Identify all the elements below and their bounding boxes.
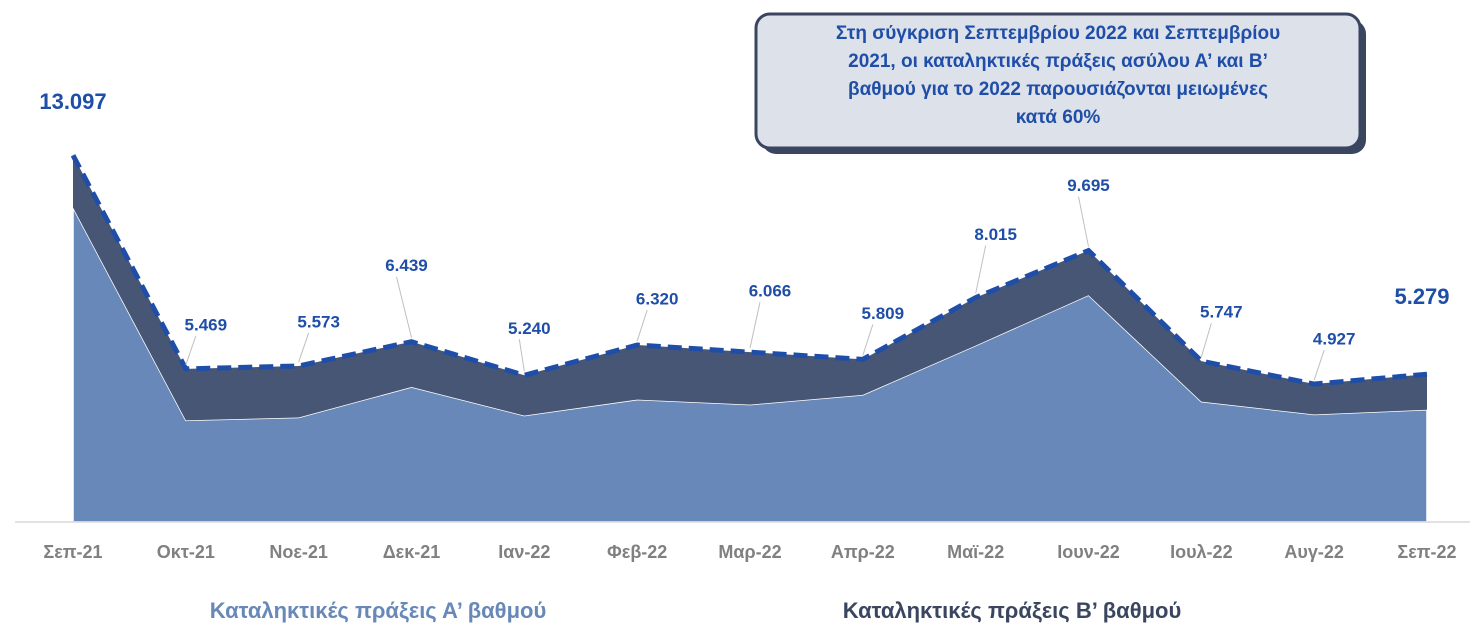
leader-line <box>396 276 412 338</box>
leader-line <box>185 335 197 366</box>
leader-line <box>1200 322 1212 358</box>
data-label: 5.469 <box>185 315 228 334</box>
data-label: 6.439 <box>385 256 428 275</box>
x-tick-label: Σεπ-21 <box>43 542 102 562</box>
annotation-line: 2021, οι καταληκτικές πράξεις ασύλου Α’ … <box>848 51 1268 72</box>
leader-line <box>298 332 310 363</box>
x-tick-label: Σεπ-22 <box>1397 542 1456 562</box>
data-label: 6.320 <box>636 290 679 309</box>
leader-line <box>1313 349 1325 381</box>
x-tick-label: Μαρ-22 <box>718 542 781 562</box>
leader-line <box>1078 196 1089 247</box>
x-tick-label: Ιουν-22 <box>1057 542 1120 562</box>
legend-entry: Καταληκτικές πράξεις Β’ βαθμού <box>843 598 1182 623</box>
data-label: 5.279 <box>1394 284 1449 309</box>
leader-line <box>749 302 761 349</box>
total-line <box>70 154 1428 387</box>
annotation-line: Στη σύγκριση Σεπτεμβρίου 2022 και Σεπτεμ… <box>836 23 1280 44</box>
x-tick-label: Ιαν-22 <box>498 542 550 562</box>
x-tick-label: Νοε-21 <box>269 542 328 562</box>
leader-line <box>518 339 525 372</box>
x-tick-label: Οκτ-21 <box>157 542 215 562</box>
annotation: Στη σύγκριση Σεπτεμβρίου 2022 και Σεπτεμ… <box>836 23 1280 128</box>
x-tick-label: Απρ-22 <box>831 542 895 562</box>
leader-line <box>862 324 874 356</box>
data-label: 5.809 <box>862 304 905 323</box>
area <box>73 155 1427 421</box>
x-tick-label: Ιουλ-22 <box>1170 542 1233 562</box>
annotation-box <box>754 12 1362 150</box>
x-tick-label: Μαϊ-22 <box>947 542 1004 562</box>
data-label: 5.240 <box>508 319 551 338</box>
x-tick-label: Δεκ-21 <box>383 542 441 562</box>
data-label: 6.066 <box>749 282 792 301</box>
annotation-line: κατά 60% <box>1016 107 1101 128</box>
leader-line <box>975 245 987 294</box>
data-label: 13.097 <box>39 89 106 114</box>
data-label: 5.747 <box>1200 303 1243 322</box>
annotation-line: βαθμού για το 2022 παρουσιάζονται μειωμέ… <box>848 79 1268 100</box>
data-label: 9.695 <box>1067 176 1110 195</box>
x-tick-label: Φεβ-22 <box>607 542 667 562</box>
data-label: 8.015 <box>974 225 1017 244</box>
data-label: 4.927 <box>1313 330 1356 349</box>
x-tick-label: Αυγ-22 <box>1284 542 1344 562</box>
leader-line <box>636 309 648 342</box>
legend-entry: Καταληκτικές πράξεις Α’ βαθμού <box>210 598 547 623</box>
data-label: 5.573 <box>297 312 340 331</box>
